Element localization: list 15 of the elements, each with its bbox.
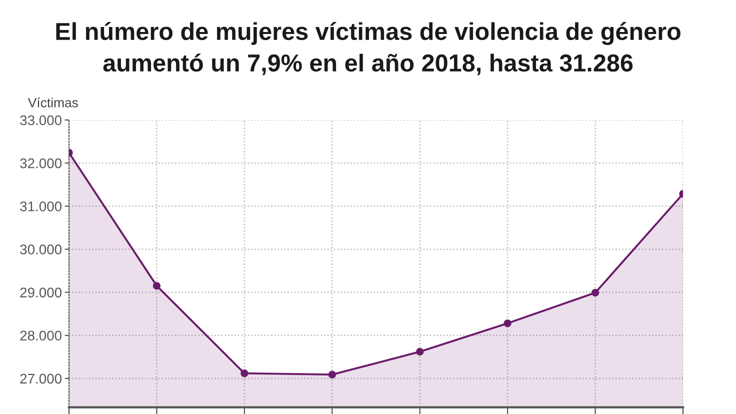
point [504,320,512,328]
y-tick-label: 31.000 [20,201,62,212]
y-axis-title: Víctimas [28,97,78,108]
y-tick-label: 28.000 [20,330,62,341]
point [328,370,336,378]
chart-title: El número de mujeres víctimas de violencia de género aumentó un 7,9% en el año 2018, hasta 31.286 [56,22,680,76]
y-tick-label: 29.000 [20,288,62,298]
y-tick-label: 33.000 [20,115,62,126]
point [240,369,248,378]
point [416,348,424,356]
y-tick-label: 32.000 [20,158,62,168]
point [591,288,600,297]
y-tick-label: 30.000 [20,244,62,254]
point [152,282,161,290]
y-tick-label: 27.000 [20,374,62,384]
